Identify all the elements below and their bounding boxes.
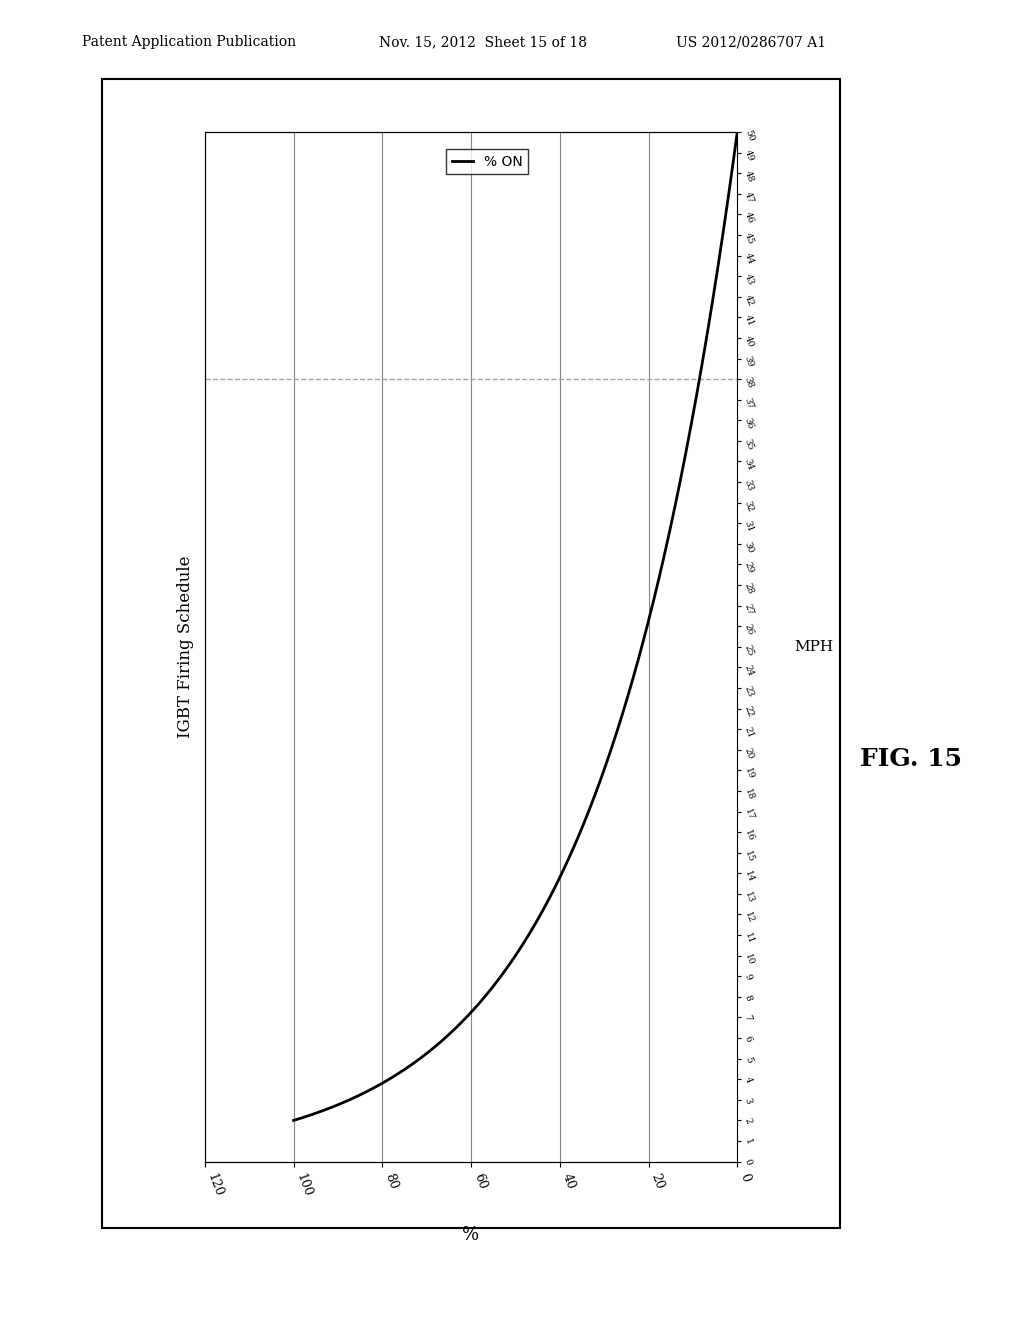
Text: US 2012/0286707 A1: US 2012/0286707 A1: [676, 36, 826, 49]
Legend: % ON: % ON: [446, 149, 528, 174]
X-axis label: %: %: [463, 1226, 479, 1243]
Y-axis label: MPH: MPH: [794, 640, 834, 653]
Text: Patent Application Publication: Patent Application Publication: [82, 36, 296, 49]
Text: FIG. 15: FIG. 15: [860, 747, 963, 771]
Text: Nov. 15, 2012  Sheet 15 of 18: Nov. 15, 2012 Sheet 15 of 18: [379, 36, 587, 49]
Y-axis label: IGBT Firing Schedule: IGBT Firing Schedule: [177, 556, 194, 738]
